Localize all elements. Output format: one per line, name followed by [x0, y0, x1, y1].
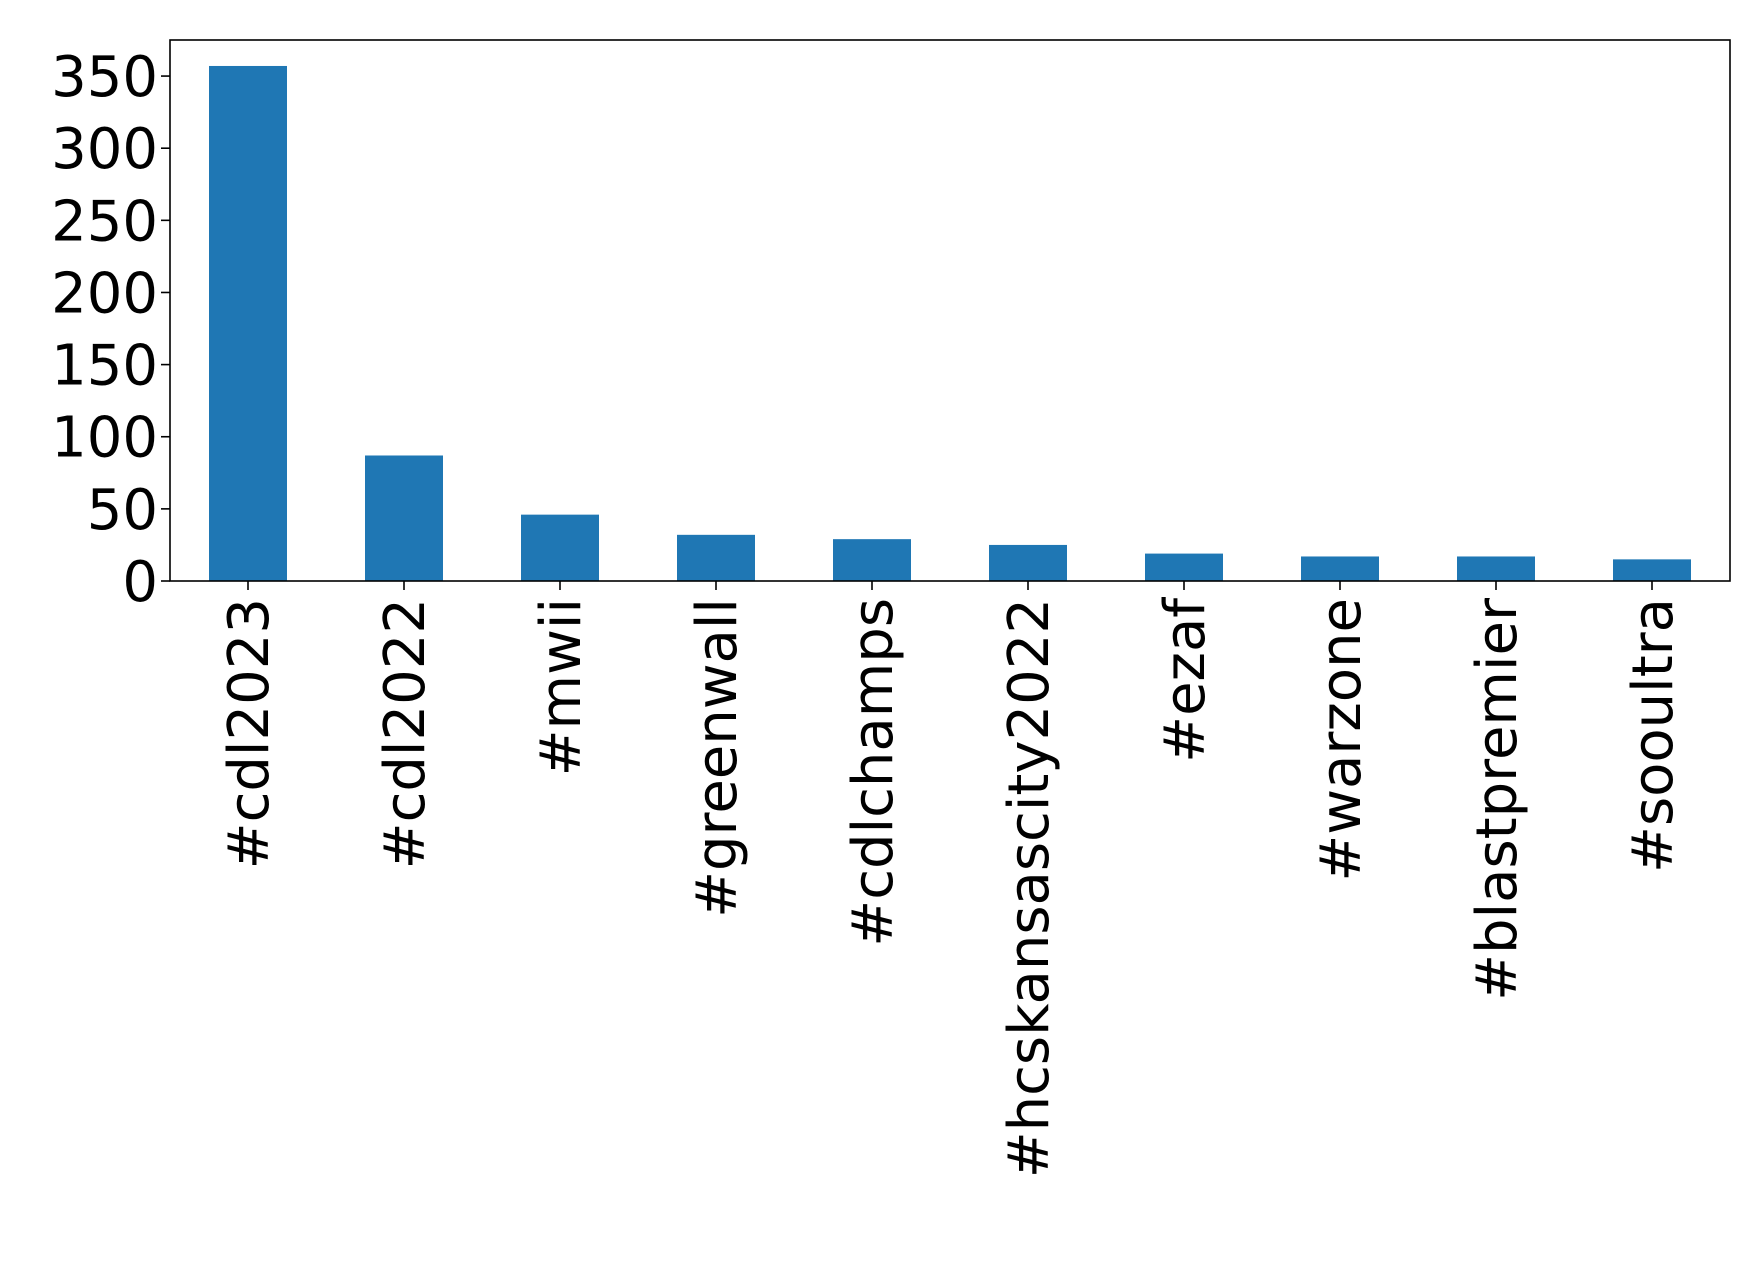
x-tick-label: #cdl2023	[217, 598, 282, 869]
x-tick-label: #cdl2022	[373, 598, 438, 869]
y-tick-label: 200	[51, 261, 158, 326]
x-tick-label: #ezaf	[1153, 597, 1218, 763]
bar	[989, 544, 1067, 581]
y-tick-label: 50	[87, 478, 158, 543]
y-tick-label: 100	[51, 406, 158, 471]
y-tick-label: 250	[51, 189, 158, 254]
bar	[1145, 553, 1223, 581]
y-tick-label: 150	[51, 334, 158, 399]
y-tick-label: 0	[122, 550, 158, 615]
bar	[521, 514, 599, 581]
x-tick-label: #cdlchamps	[841, 598, 906, 947]
bar	[209, 65, 287, 582]
bar	[1613, 559, 1691, 581]
bars-layer	[209, 65, 1691, 582]
bar	[365, 455, 443, 581]
x-tick-label: #sooultra	[1621, 598, 1686, 873]
bar	[1301, 556, 1379, 581]
y-tick-label: 350	[51, 45, 158, 110]
x-tick-label: #greenwall	[685, 598, 750, 918]
plot-frame	[169, 39, 1731, 582]
x-tick-label: #warzone	[1309, 598, 1374, 882]
y-axis: 0 50 100 150 200 250 300 350	[51, 45, 170, 615]
bar	[833, 539, 911, 581]
x-axis: #cdl2023 #cdl2022 #mwii #greenwall #cdlchamp…	[217, 581, 1686, 1178]
x-tick-label: #hcskansascity2022	[997, 598, 1062, 1178]
x-tick-label: #blastpremier	[1465, 597, 1530, 1001]
bar	[1457, 556, 1535, 581]
x-tick-label: #mwii	[529, 598, 594, 776]
bar	[677, 534, 755, 581]
y-tick-label: 300	[51, 117, 158, 182]
